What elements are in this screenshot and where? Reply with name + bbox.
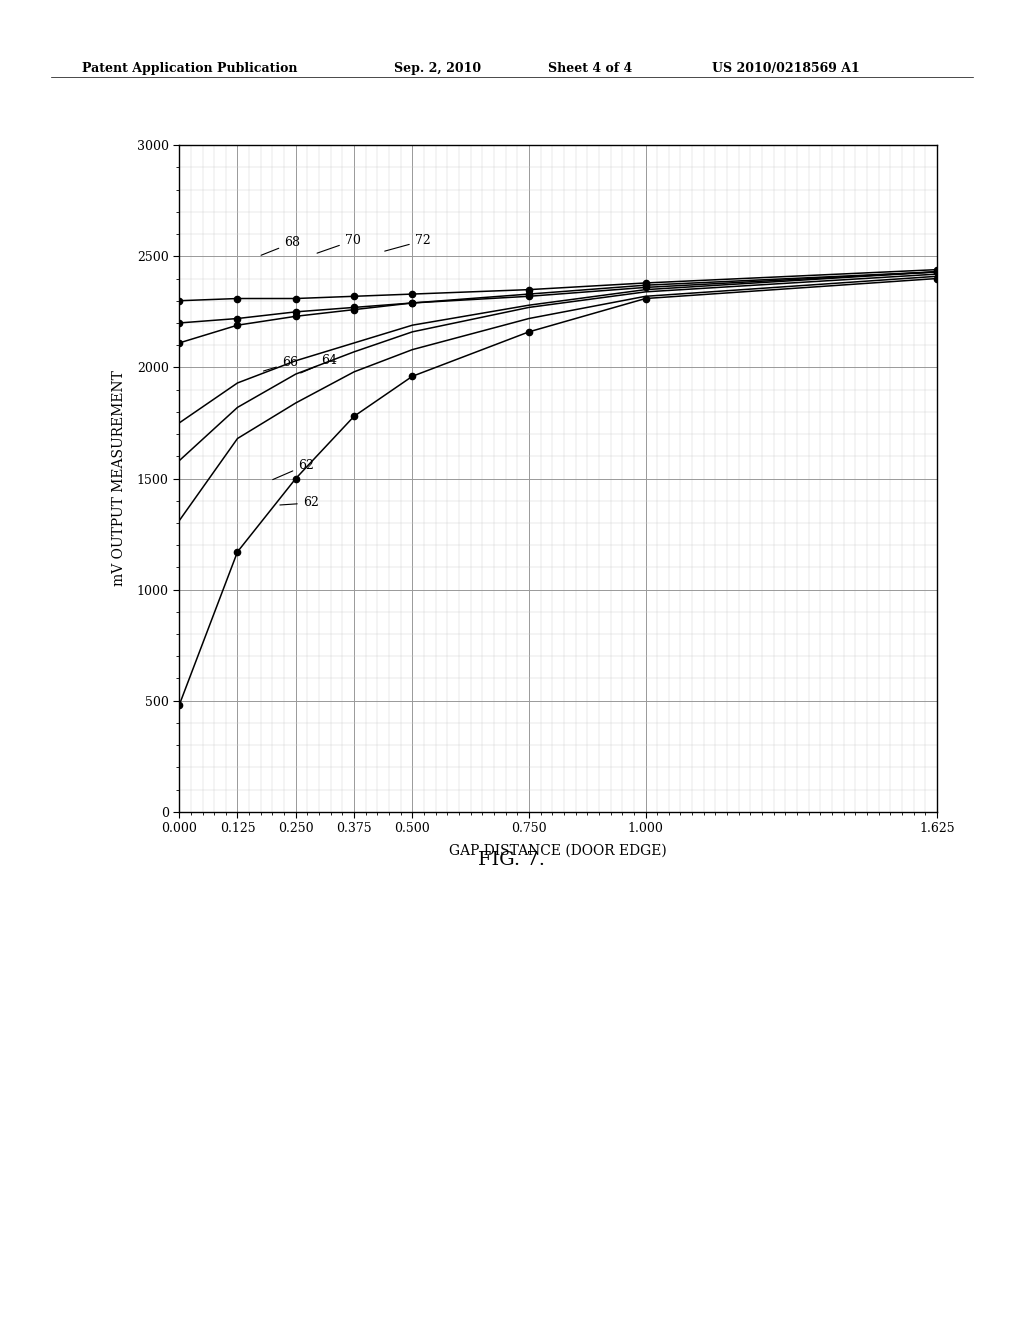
Text: 70: 70 [317, 234, 360, 253]
Text: 68: 68 [261, 236, 300, 255]
Text: Patent Application Publication: Patent Application Publication [82, 62, 297, 75]
Text: Sheet 4 of 4: Sheet 4 of 4 [548, 62, 632, 75]
Text: 62: 62 [280, 496, 318, 510]
Text: 64: 64 [301, 354, 338, 374]
Text: 62: 62 [272, 458, 314, 479]
Text: US 2010/0218569 A1: US 2010/0218569 A1 [712, 62, 859, 75]
Text: FIG. 7.: FIG. 7. [478, 851, 546, 870]
X-axis label: GAP DISTANCE (DOOR EDGE): GAP DISTANCE (DOOR EDGE) [450, 843, 667, 858]
Text: Sep. 2, 2010: Sep. 2, 2010 [394, 62, 481, 75]
Text: 72: 72 [385, 234, 430, 251]
Y-axis label: mV OUTPUT MEASUREMENT: mV OUTPUT MEASUREMENT [112, 371, 126, 586]
Text: 66: 66 [263, 356, 298, 371]
